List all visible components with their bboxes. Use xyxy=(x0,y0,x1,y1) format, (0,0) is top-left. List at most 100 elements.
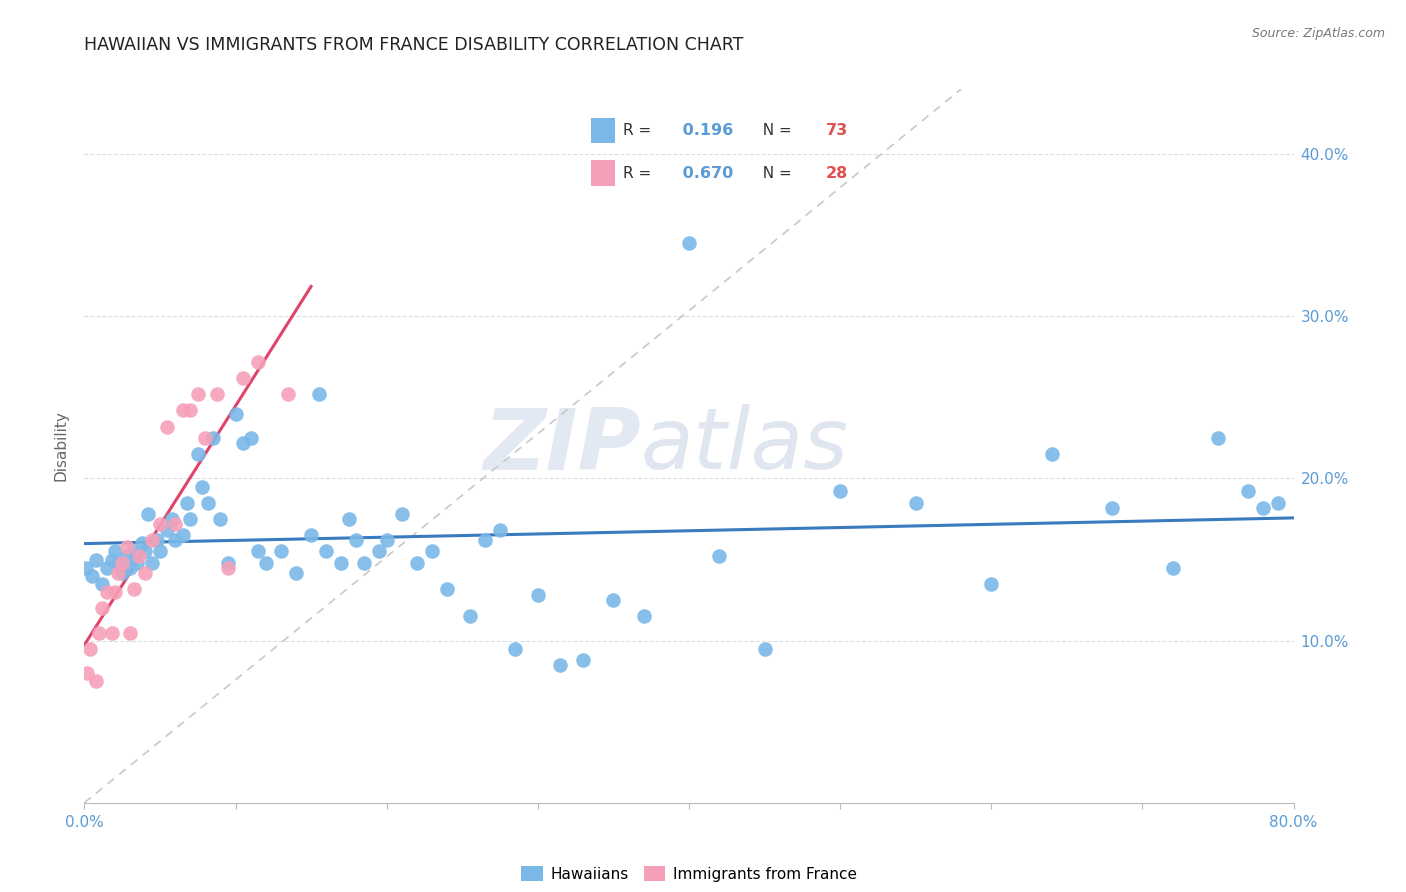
Point xyxy=(1237,484,1260,499)
Point xyxy=(217,560,239,574)
Text: N =: N = xyxy=(752,166,796,181)
Point xyxy=(254,556,277,570)
Point xyxy=(118,625,141,640)
Point xyxy=(187,447,209,461)
Point xyxy=(830,484,852,499)
Point xyxy=(100,552,122,566)
Point xyxy=(89,625,111,640)
Text: atlas: atlas xyxy=(641,404,849,488)
Point xyxy=(550,657,572,672)
Point xyxy=(337,512,360,526)
Point xyxy=(80,568,103,582)
Point xyxy=(136,507,159,521)
Point xyxy=(391,507,413,521)
Point xyxy=(127,556,149,570)
Text: R =: R = xyxy=(623,166,655,181)
Point xyxy=(330,556,353,570)
Text: N =: N = xyxy=(752,123,796,138)
Point xyxy=(91,601,114,615)
Point xyxy=(980,577,1002,591)
Point xyxy=(86,552,108,566)
Point xyxy=(678,236,700,251)
Y-axis label: Disability: Disability xyxy=(53,410,69,482)
Point xyxy=(375,533,398,547)
Point xyxy=(194,431,217,445)
Point xyxy=(489,524,512,538)
Point xyxy=(572,653,595,667)
Point xyxy=(436,582,458,596)
Bar xyxy=(592,118,614,144)
Point xyxy=(209,512,232,526)
Point xyxy=(1040,447,1063,461)
Point xyxy=(165,516,187,531)
Point xyxy=(76,666,98,681)
Text: R =: R = xyxy=(623,123,655,138)
Point xyxy=(118,560,141,574)
Point xyxy=(633,609,655,624)
Point xyxy=(346,533,368,547)
Point xyxy=(104,544,127,558)
Point xyxy=(1161,560,1184,574)
Point xyxy=(96,585,118,599)
Point xyxy=(141,556,163,570)
Point xyxy=(179,403,201,417)
Point xyxy=(207,387,229,401)
Point xyxy=(353,556,375,570)
Point xyxy=(239,431,262,445)
Point xyxy=(217,556,239,570)
Legend: Hawaiians, Immigrants from France: Hawaiians, Immigrants from France xyxy=(515,860,863,888)
Point xyxy=(602,593,624,607)
Point xyxy=(115,540,138,554)
Point xyxy=(191,479,214,493)
Text: 0.670: 0.670 xyxy=(678,166,734,181)
Point xyxy=(179,512,201,526)
Point xyxy=(111,566,134,580)
Point xyxy=(420,544,443,558)
Point xyxy=(247,544,270,558)
Point xyxy=(232,435,254,450)
Point xyxy=(107,556,129,570)
Point xyxy=(315,544,337,558)
Point xyxy=(128,549,150,564)
Point xyxy=(107,566,129,580)
Point xyxy=(458,609,481,624)
Point xyxy=(1267,496,1289,510)
Point xyxy=(146,533,169,547)
Point xyxy=(122,582,145,596)
Point xyxy=(754,641,776,656)
Point xyxy=(299,528,322,542)
Text: 28: 28 xyxy=(825,166,848,181)
Point xyxy=(406,556,429,570)
Point xyxy=(141,533,163,547)
Point xyxy=(172,528,194,542)
Point xyxy=(285,566,308,580)
Point xyxy=(121,544,143,558)
Text: 0.196: 0.196 xyxy=(678,123,734,138)
Point xyxy=(115,549,138,564)
Point xyxy=(270,544,292,558)
Point xyxy=(1101,500,1123,515)
Point xyxy=(156,419,179,434)
Point xyxy=(1206,431,1229,445)
Point xyxy=(904,496,927,510)
Point xyxy=(247,354,270,368)
Point xyxy=(156,524,179,538)
Point xyxy=(134,566,156,580)
Point xyxy=(1253,500,1275,515)
Point xyxy=(111,556,134,570)
Point xyxy=(527,588,550,602)
Point xyxy=(225,407,247,421)
Point xyxy=(277,387,299,401)
Text: ZIP: ZIP xyxy=(482,404,641,488)
Point xyxy=(709,549,731,564)
Point xyxy=(187,387,209,401)
Point xyxy=(104,585,127,599)
Point xyxy=(134,544,156,558)
Point xyxy=(160,512,183,526)
Point xyxy=(91,577,114,591)
Point xyxy=(75,560,97,574)
Point xyxy=(79,641,101,656)
Point xyxy=(503,641,526,656)
Point xyxy=(149,544,172,558)
Text: 73: 73 xyxy=(825,123,848,138)
